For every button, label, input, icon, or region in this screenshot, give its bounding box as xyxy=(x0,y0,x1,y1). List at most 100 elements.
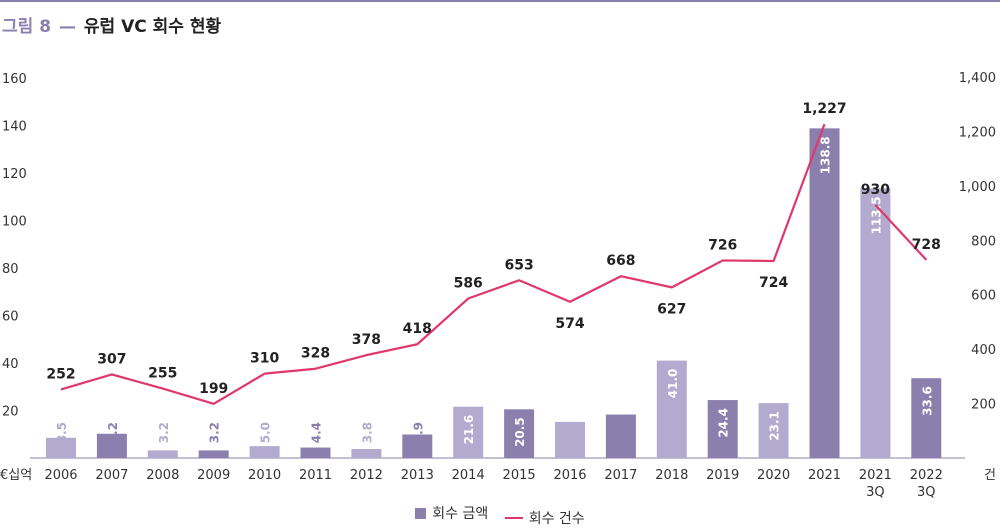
line-value-label: 668 xyxy=(606,253,635,269)
legend-item-line: 회수 건수 xyxy=(504,508,585,528)
right-axis-tick-label: 600 xyxy=(971,289,996,304)
bar-2010 xyxy=(249,446,280,458)
x-axis-tick-label: 2021 xyxy=(808,468,841,483)
bar-value-label: 3.2 xyxy=(157,422,171,443)
right-axis-tick-label: 1,200 xyxy=(959,125,996,140)
chart-canvas: 20 40 60 80 100 120 140 160 200 400 600 800 1,000 1,2… xyxy=(0,71,996,500)
x-axis-tick-label: 2018 xyxy=(655,468,688,483)
bar-value-label: 3.2 xyxy=(208,422,222,443)
line-value-label: 728 xyxy=(912,237,941,253)
right-axis-tick-label: 1,000 xyxy=(959,180,996,195)
right-axis-tick-label: 400 xyxy=(971,343,996,358)
bar-value-label: 5.0 xyxy=(259,422,273,443)
left-axis-tick-label: 100 xyxy=(2,215,27,230)
legend-line-label: 회수 건수 xyxy=(528,510,585,527)
bar-2008 xyxy=(147,450,178,458)
line-value-label: 586 xyxy=(454,276,483,292)
right-axis-unit: 건 xyxy=(984,468,996,483)
x-axis-tick-label: 2017 xyxy=(604,468,637,483)
bar-value-label: 4.4 xyxy=(310,422,324,443)
bar-value-label: 23.1 xyxy=(768,411,782,441)
bar-value-label: 33.6 xyxy=(920,386,934,416)
right-axis-tick-label: 1,400 xyxy=(959,71,996,86)
line-value-label: 199 xyxy=(199,381,228,397)
line-value-label: 255 xyxy=(148,366,177,382)
bar-value-label: 18.3 xyxy=(615,423,629,453)
line-value-label: 930 xyxy=(861,182,890,198)
x-axis-tick-label: 2010 xyxy=(248,468,281,483)
line-value-label: 310 xyxy=(250,351,279,367)
left-axis-tick-label: 80 xyxy=(2,262,19,277)
bar-2022-3Q xyxy=(911,378,942,458)
bar-2009 xyxy=(198,450,229,458)
right-axis-tick-label: 200 xyxy=(971,398,996,413)
x-axis-tick-label: 3Q xyxy=(866,485,885,500)
bar-value-label: 10.2 xyxy=(106,422,120,452)
line-value-label: 1,227 xyxy=(802,101,846,117)
line-value-label: 328 xyxy=(301,346,330,362)
x-axis-tick-label: 2013 xyxy=(401,468,434,483)
bar-value-label: 9.9 xyxy=(411,422,425,443)
line-value-label: 574 xyxy=(555,316,584,332)
line-value-label: 378 xyxy=(352,332,381,348)
left-axis-tick-label: 120 xyxy=(2,167,27,182)
x-axis-tick-label: 2014 xyxy=(452,468,485,483)
right-axis-tick-label: 800 xyxy=(971,234,996,249)
chart-title: 그림 8 — 유럽 VC 회수 현황 xyxy=(2,12,221,37)
bar-2011 xyxy=(300,447,331,458)
x-axis-tick-label: 2015 xyxy=(503,468,536,483)
bar-2007 xyxy=(96,433,127,458)
line-series-segment xyxy=(874,204,928,261)
bar-2014 xyxy=(453,406,484,458)
bar-2006 xyxy=(46,437,76,458)
x-axis-tick-label: 2020 xyxy=(757,468,790,483)
x-axis-tick-label: 2019 xyxy=(706,468,739,483)
bar-2019 xyxy=(707,400,738,458)
left-axis-unit: €십억 xyxy=(0,468,32,483)
x-axis-tick-label: 2012 xyxy=(350,468,383,483)
line-value-label: 724 xyxy=(759,275,788,291)
legend-line-swatch xyxy=(504,516,523,519)
bar-2012 xyxy=(351,448,382,458)
x-axis-tick-label: 2007 xyxy=(95,468,128,483)
x-axis-tick-label: 2021 xyxy=(859,468,892,483)
left-axis-tick-label: 40 xyxy=(2,357,19,372)
legend-item-bar: 회수 금액 xyxy=(415,503,488,523)
line-value-label: 726 xyxy=(708,237,737,253)
x-axis-tick-label: 2008 xyxy=(146,468,179,483)
bar-value-label: 113.5 xyxy=(869,196,883,234)
x-axis-tick-label: 3Q xyxy=(917,485,936,500)
line-value-label: 653 xyxy=(504,257,533,273)
bar-value-label: 20.5 xyxy=(513,417,527,447)
bar-value-label: 8.5 xyxy=(55,422,69,443)
left-axis-tick-label: 140 xyxy=(2,120,27,135)
line-series-segment xyxy=(60,123,826,405)
bar-2013 xyxy=(402,434,433,458)
x-axis-tick-label: 2022 xyxy=(910,468,943,483)
left-axis-tick-label: 60 xyxy=(2,310,19,325)
bar-2018 xyxy=(656,360,687,458)
x-axis-tick-label: 2009 xyxy=(197,468,230,483)
left-axis-tick-label: 20 xyxy=(2,405,19,420)
line-value-label: 627 xyxy=(657,301,686,317)
legend: 회수 금액 회수 건수 xyxy=(0,503,1000,528)
bar-2021 xyxy=(809,128,840,458)
line-value-label: 252 xyxy=(46,366,75,382)
bar-2015 xyxy=(504,409,535,458)
legend-bar-label: 회수 금액 xyxy=(432,506,489,522)
bar-value-label: 15.2 xyxy=(564,422,578,452)
left-axis-tick-label: 160 xyxy=(2,72,27,87)
x-axis-tick-label: 2006 xyxy=(44,468,77,483)
bar-2016 xyxy=(555,421,585,458)
x-axis-tick-label: 2016 xyxy=(553,468,586,483)
top-rule xyxy=(0,0,1000,2)
line-value-label: 418 xyxy=(403,321,432,337)
figure-number: 그림 8 xyxy=(2,17,52,37)
title-text: 유럽 VC 회수 현황 xyxy=(83,17,222,37)
bar-2021-3Q xyxy=(860,188,891,458)
legend-bar-swatch xyxy=(415,507,427,519)
title-dash: — xyxy=(58,17,76,37)
bar-value-label: 3.8 xyxy=(360,422,374,443)
bar-2020 xyxy=(758,403,789,458)
line-value-label: 307 xyxy=(97,351,126,367)
